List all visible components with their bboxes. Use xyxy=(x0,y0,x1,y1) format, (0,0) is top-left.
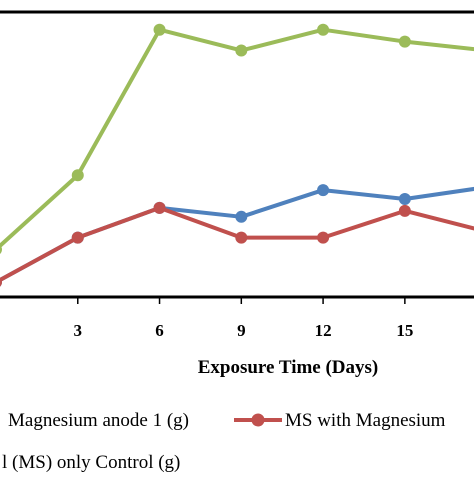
data-point xyxy=(71,169,84,182)
data-point xyxy=(153,23,166,36)
data-point xyxy=(235,210,248,223)
x-tick-label: 15 xyxy=(396,321,413,340)
series-2 xyxy=(0,201,474,287)
x-tick-label: 12 xyxy=(315,321,332,340)
data-point xyxy=(398,35,411,48)
data-point xyxy=(235,44,248,57)
legend-marker-dot xyxy=(251,413,265,427)
data-point xyxy=(153,201,166,214)
legend-label: MS with Magnesium xyxy=(285,410,446,431)
data-point xyxy=(235,231,248,244)
data-point xyxy=(398,192,411,205)
series-0 xyxy=(0,23,474,254)
data-point xyxy=(398,204,411,217)
x-axis-title: Exposure Time (Days) xyxy=(198,357,379,378)
x-tick-labels: 3 6 9 12 15 xyxy=(74,297,413,340)
data-point xyxy=(0,277,2,287)
legend-label: l (MS) only Control (g) xyxy=(2,452,180,473)
data-point xyxy=(71,231,84,244)
x-tick-label: 3 xyxy=(74,321,83,340)
x-tick-label: 6 xyxy=(155,321,164,340)
x-tick-label: 9 xyxy=(237,321,246,340)
plot-area xyxy=(0,10,474,299)
legend: Magnesium anode 1 (g) MS with Magnesium l … xyxy=(2,410,446,473)
data-point xyxy=(0,245,2,254)
plot-border xyxy=(0,10,474,299)
data-point xyxy=(317,231,330,244)
data-point xyxy=(317,23,330,36)
series-layer xyxy=(0,23,474,287)
data-point xyxy=(317,184,330,197)
legend-label: Magnesium anode 1 (g) xyxy=(8,410,189,431)
